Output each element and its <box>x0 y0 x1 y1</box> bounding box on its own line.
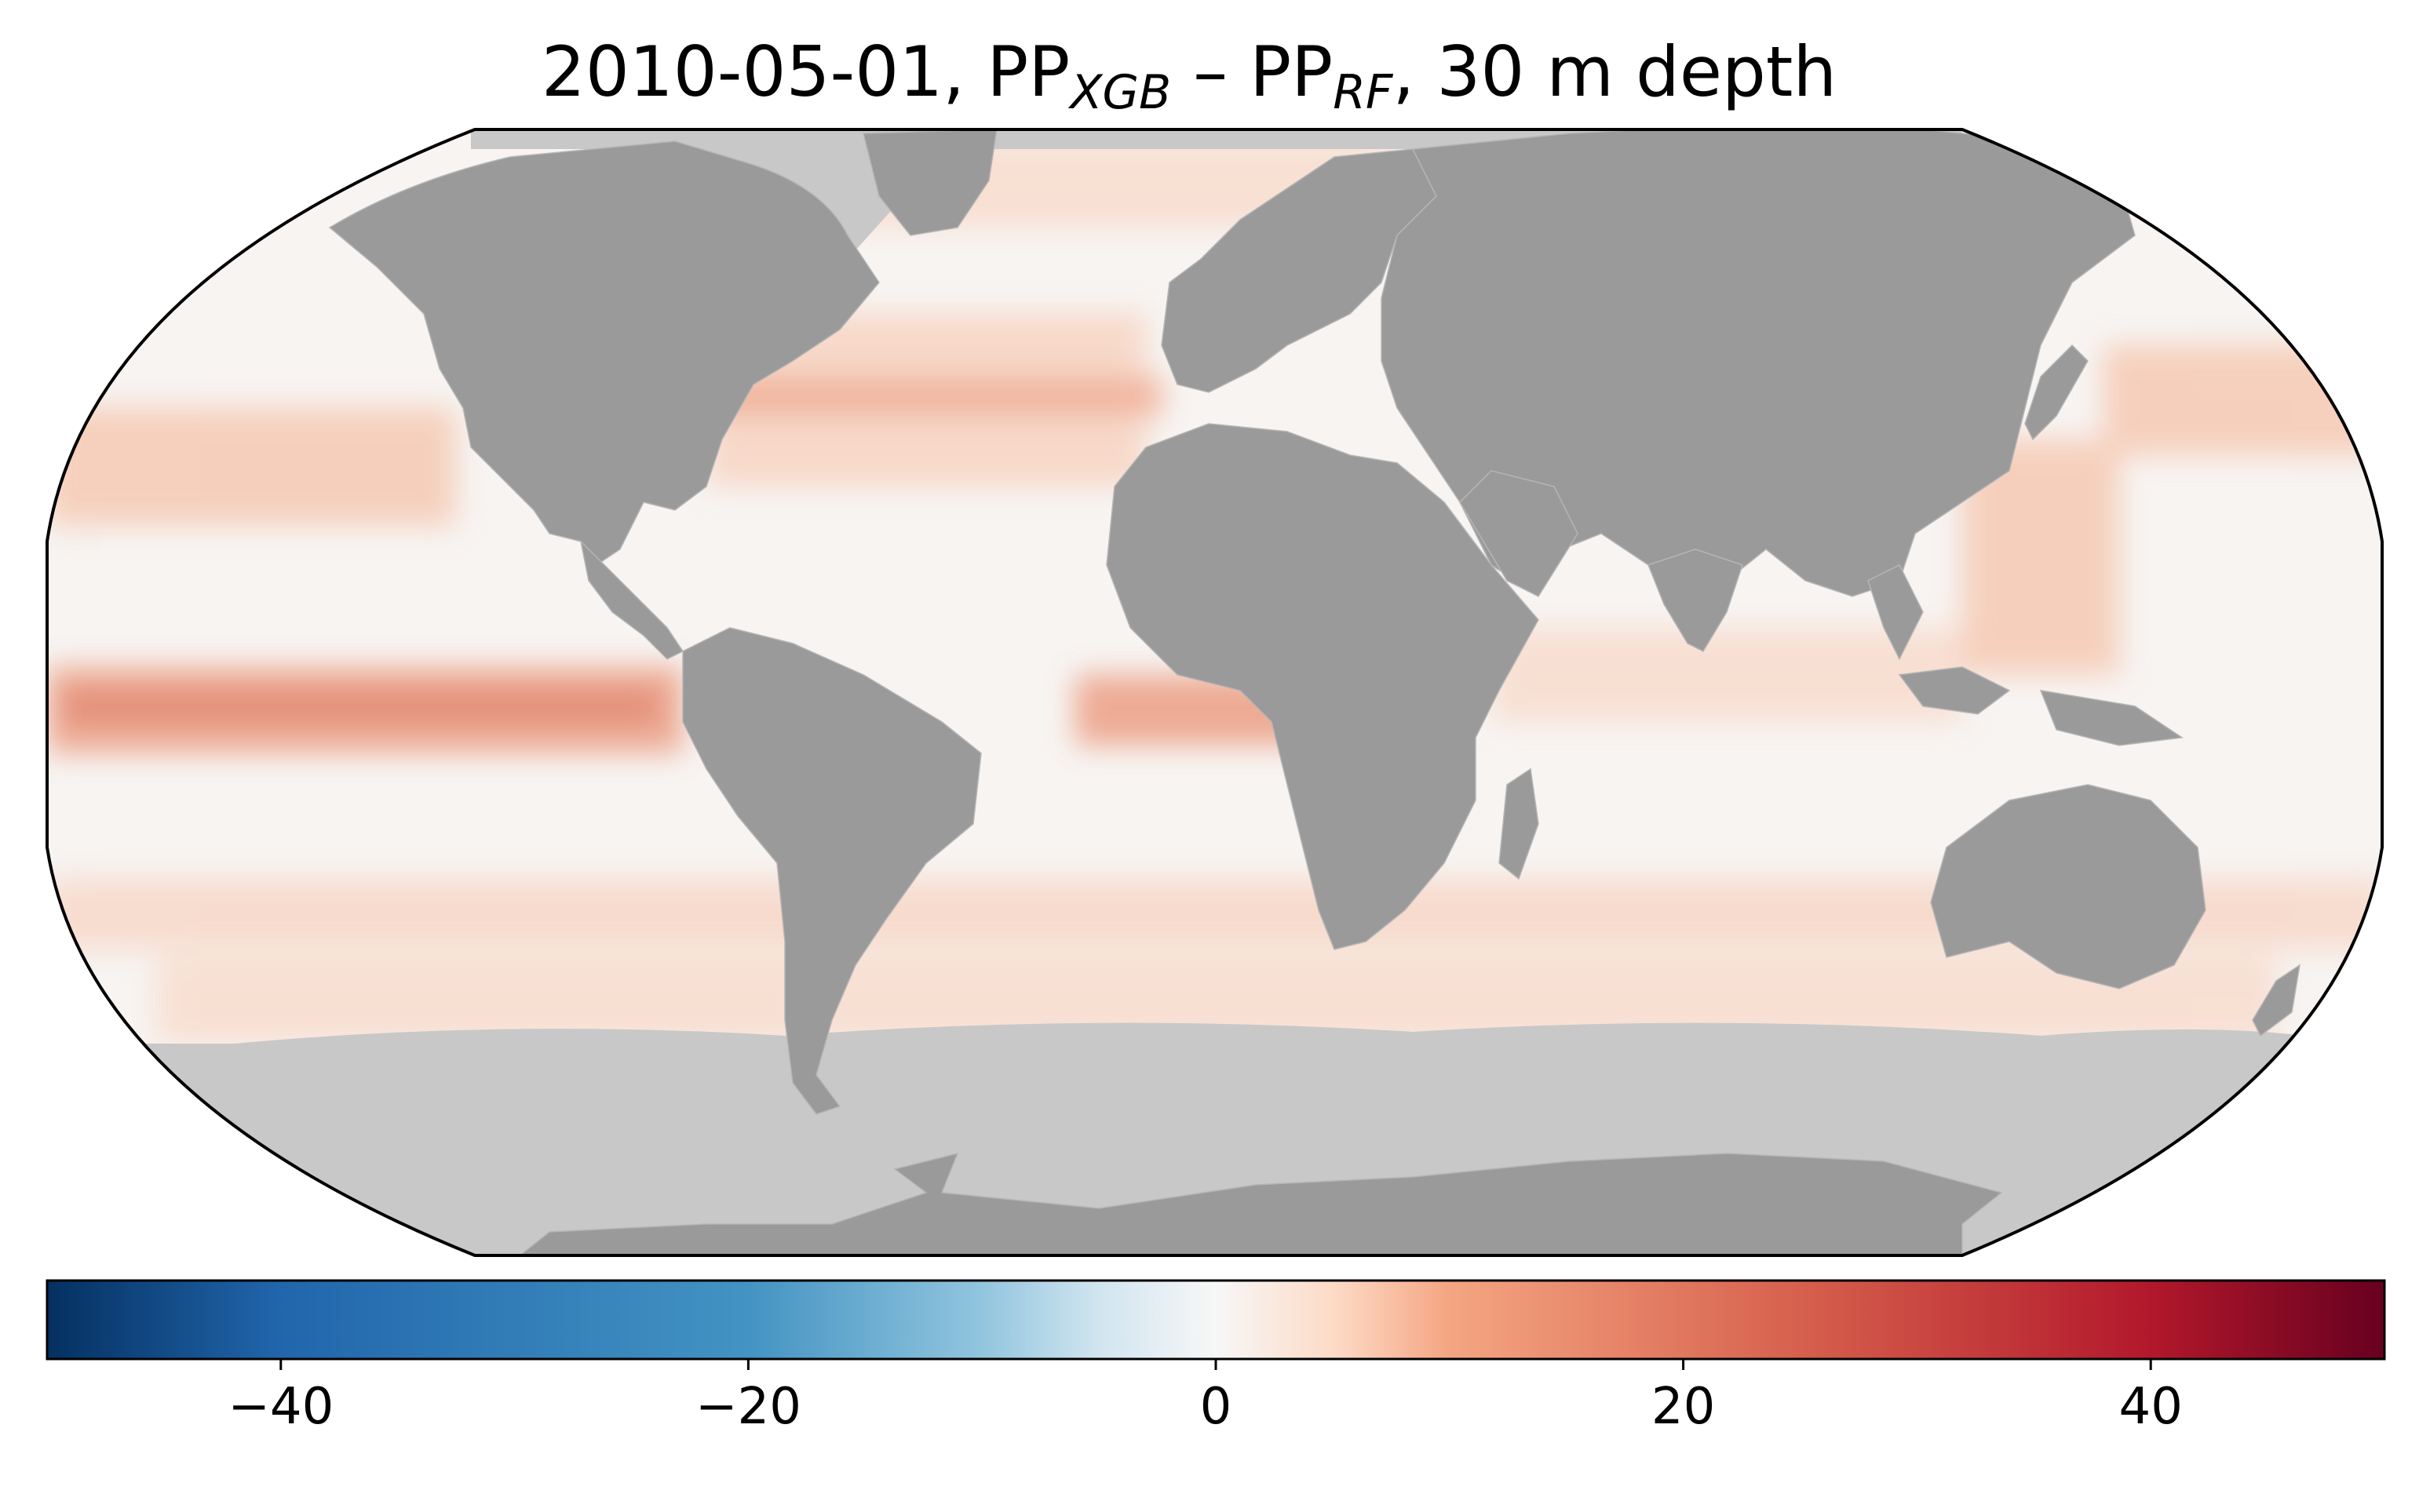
land-europe <box>1161 148 1437 393</box>
land-madagascar <box>1498 767 1539 880</box>
map-outline <box>46 128 2384 1257</box>
land-arabia <box>1459 470 1578 597</box>
colorbar-gradient <box>46 1279 2386 1361</box>
land-south-america <box>682 627 982 1115</box>
land-greenland <box>863 129 998 236</box>
colorbar-tick-label: 40 <box>2118 1378 2182 1436</box>
land-central-america <box>579 539 684 660</box>
land-japan <box>2024 344 2089 441</box>
land-africa <box>1106 423 1539 950</box>
land-australia <box>1930 784 2206 989</box>
band-north-pacific-east <box>2103 345 2382 455</box>
land <box>328 129 2301 1255</box>
land-india <box>1647 548 1743 652</box>
land-indonesia <box>1898 666 2184 746</box>
colorbar: −40 −20 0 20 40 <box>46 1279 2386 1436</box>
colorbar-tick-label: 0 <box>1200 1378 1232 1436</box>
colorbar-tick-label: −40 <box>228 1378 334 1436</box>
band-gulf-stream <box>691 377 1162 416</box>
band-north-pacific <box>47 408 455 526</box>
colorbar-tick-label: 20 <box>1651 1378 1715 1436</box>
land-antarctica <box>508 1152 2003 1255</box>
land-southeast-asia <box>1867 563 1924 661</box>
southern-no-data-edge <box>157 1022 2355 1067</box>
band-equatorial-pacific-core <box>63 690 659 722</box>
map-title: 2010-05-01, PPXGB – PPRF, 30 m depth <box>542 31 1837 120</box>
map-panel <box>47 129 2382 1255</box>
colorbar-ticks: −40 −20 0 20 40 <box>228 1359 2183 1436</box>
land-new-zealand <box>2252 964 2301 1037</box>
band-indian-ocean <box>1491 628 1962 722</box>
colorbar-tick-label: −20 <box>695 1378 801 1436</box>
